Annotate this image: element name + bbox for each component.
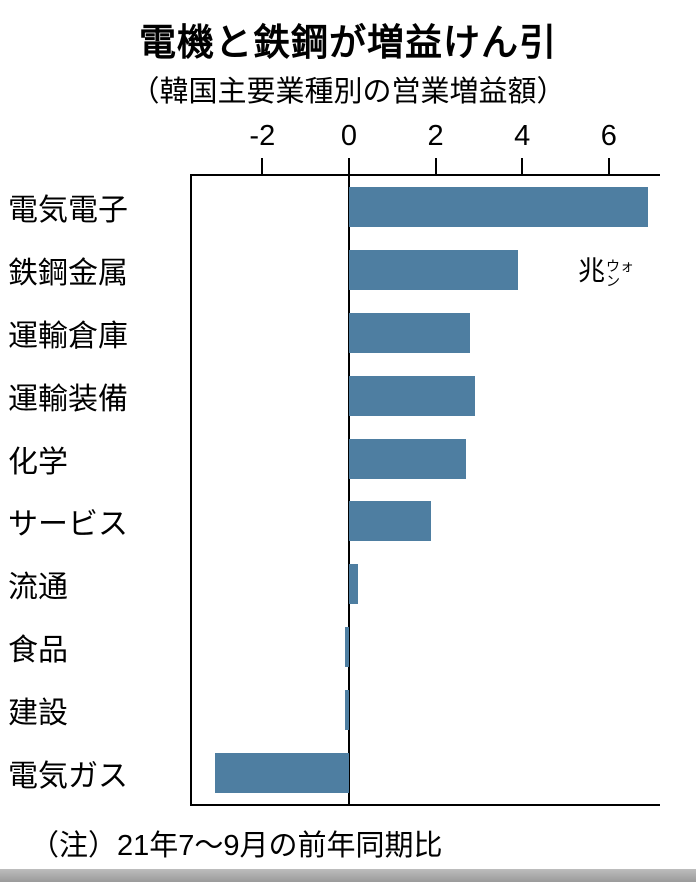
chart-subtitle: （韓国主要業種別の営業増益額） bbox=[130, 76, 566, 108]
category-label: 運輸倉庫 bbox=[8, 319, 128, 353]
category-label: 電気電子 bbox=[8, 194, 128, 228]
footer-strip bbox=[0, 869, 696, 882]
x-axis-line bbox=[190, 174, 660, 176]
bar-食品 bbox=[344, 627, 349, 667]
unit-label-big: 兆 bbox=[578, 256, 605, 286]
plot-bottom-line bbox=[190, 804, 660, 806]
bar-流通 bbox=[348, 564, 358, 605]
x-tick-label: 4 bbox=[514, 120, 531, 152]
zero-line bbox=[347, 176, 350, 804]
bar-電気ガス bbox=[214, 752, 349, 793]
bar-電気電子 bbox=[348, 187, 648, 228]
x-tick-mark bbox=[434, 158, 437, 174]
x-tick-mark bbox=[607, 158, 610, 174]
x-tick-mark bbox=[347, 158, 350, 174]
bar-鉄鋼金属 bbox=[348, 250, 518, 291]
y-axis-spine bbox=[190, 174, 192, 806]
plot-area: 兆 ウォ ン bbox=[190, 176, 660, 804]
x-tick-label: 6 bbox=[600, 120, 617, 152]
unit-label-small-line2: ン bbox=[606, 272, 620, 289]
x-tick-label: -2 bbox=[249, 120, 276, 152]
bar-運輸装備 bbox=[348, 375, 475, 416]
category-label: 鉄鋼金属 bbox=[8, 257, 128, 291]
chart-title: 電機と鉄鋼が増益けん引 bbox=[139, 22, 557, 63]
x-tick-label: 2 bbox=[427, 120, 444, 152]
category-label: 化学 bbox=[8, 445, 68, 479]
category-labels: 電気電子鉄鋼金属運輸倉庫運輸装備化学サービス流通食品建設電気ガス bbox=[0, 176, 188, 804]
x-axis: -2 0 2 4 6 bbox=[190, 120, 660, 174]
x-tick-mark bbox=[261, 158, 264, 174]
x-tick-mark bbox=[521, 158, 524, 174]
unit-label-small: ウォ ン bbox=[606, 259, 634, 288]
unit-label-small-line1: ウォ bbox=[606, 258, 634, 274]
category-label: 食品 bbox=[8, 633, 68, 667]
category-label: 建設 bbox=[8, 696, 68, 730]
bar-建設 bbox=[344, 689, 349, 730]
bar-運輸倉庫 bbox=[348, 313, 471, 353]
category-label: 流通 bbox=[8, 571, 68, 605]
bar-化学 bbox=[348, 438, 466, 479]
unit-label: 兆 ウォ ン bbox=[578, 258, 634, 288]
category-label: 電気ガス bbox=[8, 759, 128, 793]
category-label: サービス bbox=[8, 508, 128, 542]
x-tick-label: 0 bbox=[340, 120, 358, 152]
bar-サービス bbox=[348, 501, 432, 542]
category-label: 運輸装備 bbox=[8, 382, 128, 416]
bar-chart: -2 0 2 4 6 兆 ウォ ン bbox=[190, 120, 660, 810]
chart-note: （注）21年7〜9月の前年同期比 bbox=[30, 830, 443, 862]
